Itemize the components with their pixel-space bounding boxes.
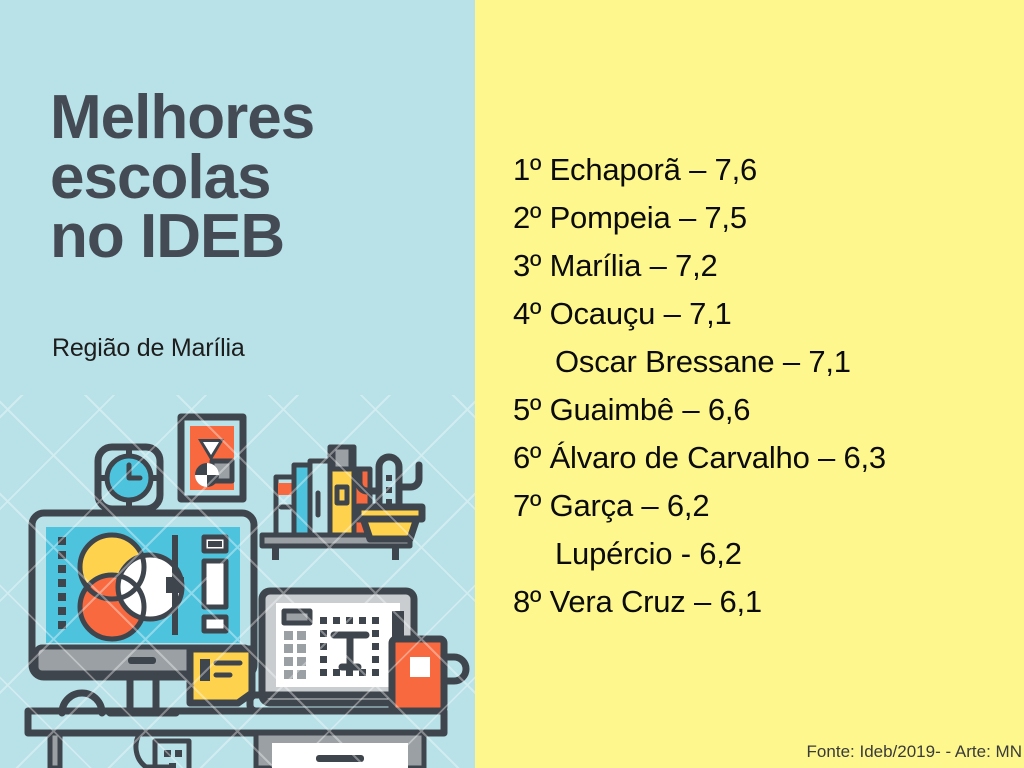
document-note-icon xyxy=(186,645,256,707)
wall-outlet-icon xyxy=(133,730,192,768)
list-item: 5º Guaimbê – 6,6 xyxy=(513,392,751,427)
desk-icon xyxy=(24,707,448,768)
list-item: 6º Álvaro de Carvalho – 6,3 xyxy=(513,440,886,475)
ranking-list: 1º Echaporã – 7,6 2º Pompeia – 7,5 3º Ma… xyxy=(513,146,1013,626)
toolbar-dots xyxy=(58,537,66,629)
workspace-illustration: .o { fill:none; stroke:#3f454c; stroke-w… xyxy=(0,395,475,768)
coffee-mug-icon xyxy=(388,635,470,715)
title-line-1: Melhores xyxy=(50,83,315,152)
desktop-monitor-icon xyxy=(28,509,258,717)
list-item: 1º Echaporã – 7,6 xyxy=(513,152,758,187)
page-subtitle: Região de Marília xyxy=(52,334,245,362)
panel-widgets xyxy=(201,534,229,634)
wall-clock-icon xyxy=(94,443,164,513)
cactus-plant-icon xyxy=(354,453,426,543)
list-item: Oscar Bressane – 7,1 xyxy=(555,344,851,379)
framed-poster-icon xyxy=(177,413,247,503)
text-tool-selection xyxy=(320,617,379,676)
bookshelf-icon xyxy=(259,444,426,560)
color-wheel-graphic xyxy=(77,532,185,642)
list-item: Lupércio - 6,2 xyxy=(555,536,742,571)
list-item: 4º Ocauçu – 7,1 xyxy=(513,296,732,331)
title-line-3: no IDEB xyxy=(50,202,285,272)
list-item: 3º Marília – 7,2 xyxy=(513,248,718,283)
computer-mouse-icon xyxy=(58,689,106,717)
drawer-unit-icon xyxy=(253,730,427,768)
list-item: 7º Garça – 6,2 xyxy=(513,488,710,523)
title-line-2: escolas xyxy=(50,142,272,212)
source-credit: Fonte: Ideb/2019- - Arte: MN xyxy=(806,742,1022,761)
list-item: 2º Pompeia – 7,5 xyxy=(513,200,747,235)
right-panel xyxy=(475,0,1024,768)
page-title: Melhores escolas no IDEB xyxy=(50,83,460,272)
slider-control xyxy=(166,535,184,635)
book-stack-icon xyxy=(273,444,373,538)
laptop-text-tool-icon xyxy=(246,587,430,715)
list-item: 8º Vera Cruz – 6,1 xyxy=(513,584,762,619)
keypad-grid xyxy=(284,631,306,679)
